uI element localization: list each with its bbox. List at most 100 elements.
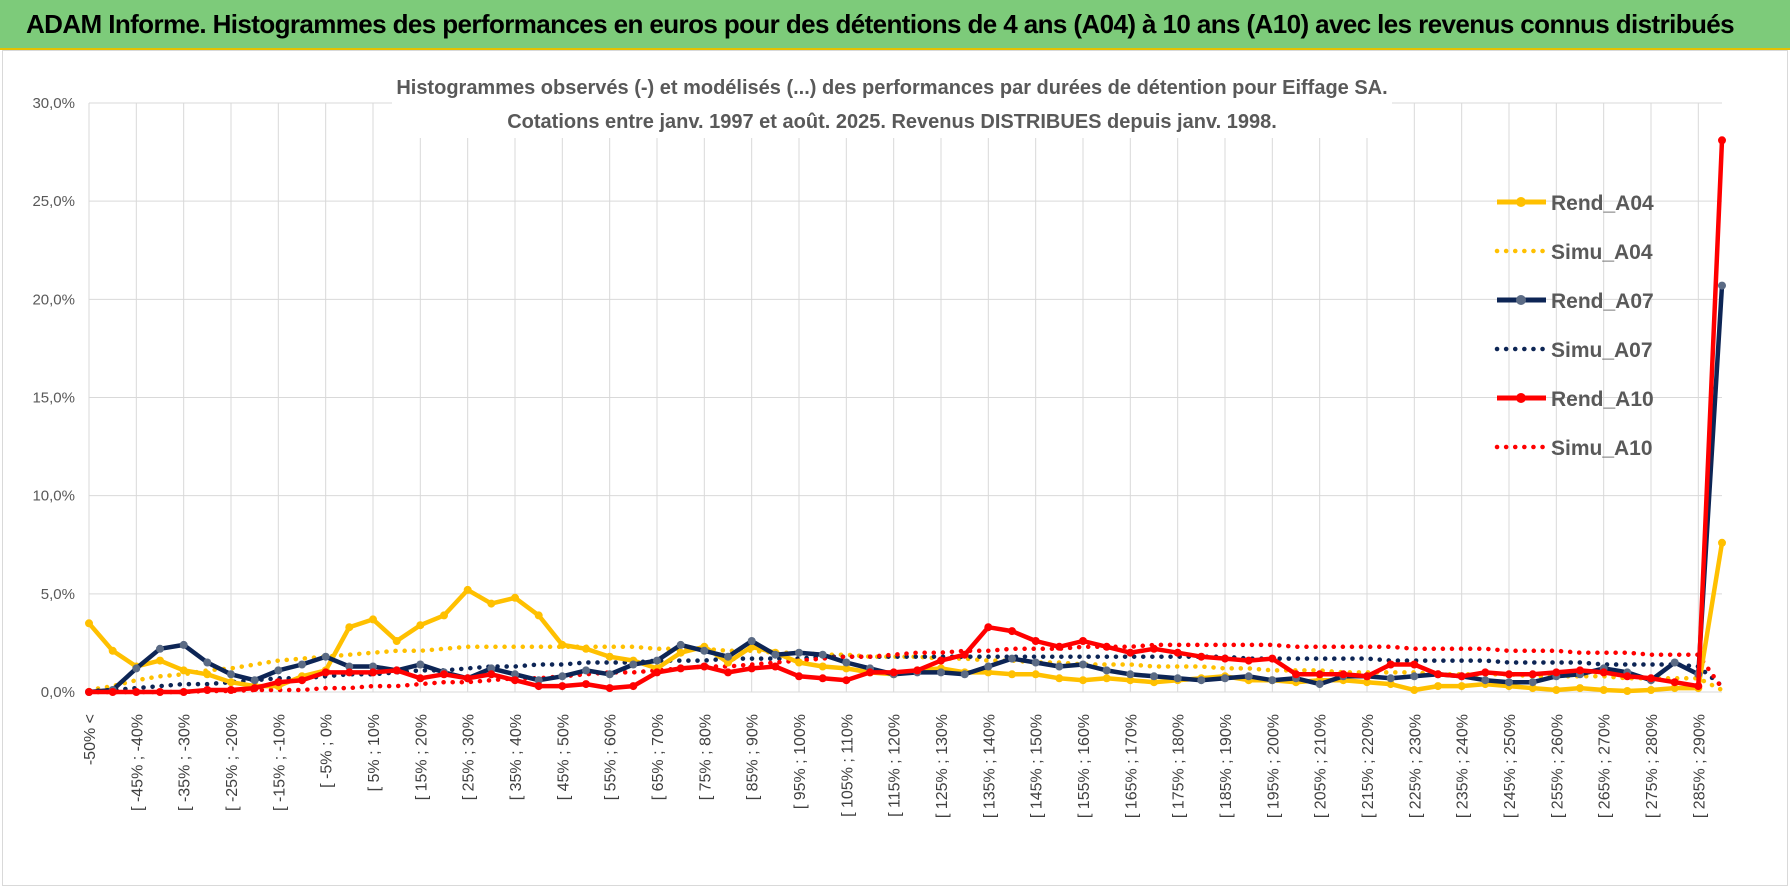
x-tick-label: [ 245% ; 250% (1502, 714, 1519, 818)
data-point-rend-a07 (937, 668, 945, 677)
chart-title: Histogrammes observés (-) et modélisés (… (396, 77, 1387, 99)
data-point-rend-a10 (1505, 670, 1513, 679)
data-point-rend-a10 (605, 684, 614, 693)
data-point-rend-a04 (416, 621, 425, 630)
data-point-rend-a10 (960, 650, 969, 659)
data-point-rend-a10 (156, 688, 164, 696)
data-point-rend-a07 (203, 658, 212, 667)
x-tick-label: [ 55% ; 60% (603, 714, 620, 800)
data-point-rend-a07 (629, 660, 638, 669)
report-title: ADAM Informe. Histogrammes des performan… (26, 9, 1735, 39)
x-tick-label: [ 185% ; 190% (1218, 714, 1235, 818)
data-point-rend-a10 (558, 682, 567, 691)
series-line-rend-a10 (89, 140, 1725, 695)
data-point-rend-a10 (795, 672, 803, 681)
title-backdrop (392, 70, 1392, 138)
data-point-rend-a10 (842, 676, 851, 685)
data-point-rend-a10 (676, 664, 685, 673)
data-point-rend-a10 (1315, 670, 1324, 679)
y-tick-label: 10,0% (32, 488, 75, 505)
data-point-rend-a04 (1102, 674, 1111, 683)
data-point-rend-a07 (558, 672, 567, 681)
data-point-rend-a10 (487, 670, 496, 679)
data-point-rend-a10 (108, 688, 117, 696)
series-line-rend-a07 (88, 285, 1725, 695)
data-point-rend-a04 (369, 615, 377, 624)
x-tick-label: [ 235% ; 240% (1455, 714, 1472, 818)
chart-subtitle: Cotations entre janv. 1997 et août. 2025… (507, 111, 1277, 133)
x-tick-label: [ 145% ; 150% (1029, 714, 1046, 818)
x-tick-label: [ -15% ; -10% (271, 714, 288, 811)
report-banner: ADAM Informe. Histogrammes des performan… (0, 0, 1790, 50)
legend-label-simu-a07: Simu_A07 (1551, 339, 1653, 362)
data-point-rend-a04 (179, 666, 188, 675)
data-point-rend-a04 (1552, 686, 1561, 694)
data-point-rend-a04 (1434, 682, 1442, 691)
data-point-rend-a07 (1528, 678, 1537, 687)
data-point-rend-a04 (392, 637, 401, 645)
data-point-rend-a07 (1718, 281, 1726, 290)
y-tick-label: 15,0% (32, 390, 75, 407)
data-point-rend-a10 (1410, 660, 1419, 669)
data-point-rend-a07 (511, 670, 519, 679)
data-point-rend-a10 (937, 656, 945, 665)
data-point-rend-a07 (1055, 662, 1064, 671)
data-point-rend-a10 (1670, 678, 1679, 687)
x-tick-label: [ 175% ; 180% (1171, 714, 1188, 818)
data-point-rend-a10 (747, 664, 756, 673)
x-tick-label: [ 85% ; 90% (745, 714, 762, 800)
x-tick-label: [ 65% ; 70% (650, 714, 667, 800)
data-point-rend-a10 (416, 674, 425, 683)
x-tick-label: [ 205% ; 210% (1313, 714, 1330, 818)
data-point-rend-a07 (984, 662, 993, 671)
data-point-rend-a10 (1363, 672, 1371, 681)
data-point-rend-a04 (1623, 687, 1632, 695)
data-point-rend-a10 (1079, 637, 1087, 645)
data-point-rend-a07 (1102, 666, 1111, 675)
legend-label-rend-a10: Rend_A10 (1551, 388, 1654, 411)
data-point-rend-a07 (653, 656, 661, 665)
data-point-rend-a07 (771, 650, 780, 659)
data-point-rend-a04 (984, 668, 993, 677)
data-point-rend-a10 (534, 682, 543, 691)
data-point-rend-a10 (274, 678, 283, 687)
data-point-rend-a10 (913, 666, 922, 675)
data-point-rend-a04 (582, 644, 590, 653)
data-point-rend-a07 (676, 640, 685, 649)
data-point-rend-a04 (1576, 684, 1584, 693)
data-point-rend-a07 (345, 662, 354, 671)
data-point-rend-a10 (1102, 642, 1111, 651)
data-point-rend-a10 (1481, 668, 1490, 677)
data-point-rend-a10 (1197, 652, 1206, 661)
data-point-rend-a07 (842, 658, 851, 667)
data-point-rend-a04 (463, 585, 472, 594)
data-point-rend-a07 (250, 676, 259, 685)
data-point-rend-a07 (369, 662, 377, 671)
data-point-rend-a07 (1197, 676, 1206, 685)
data-point-rend-a10 (132, 688, 141, 696)
data-point-rend-a07 (960, 670, 969, 679)
data-point-rend-a10 (1244, 656, 1253, 665)
x-tick-label: [ 135% ; 140% (981, 714, 998, 818)
data-point-rend-a10 (1552, 668, 1561, 677)
y-axis-ticks: 0,0% 5,0% 10,0% 15,0% 20,0% 25,0% 30,0% (32, 95, 75, 701)
legend-label-rend-a07: Rend_A07 (1551, 290, 1654, 313)
data-point-rend-a07 (1221, 674, 1229, 683)
data-point-rend-a04 (1386, 680, 1395, 689)
x-tick-label: [ 195% ; 200% (1265, 714, 1282, 818)
data-point-rend-a07 (227, 670, 235, 679)
data-point-rend-a04 (1008, 670, 1016, 679)
series-line-simu-a10 (86, 642, 1725, 695)
legend-marker-rend-a10 (1516, 393, 1526, 403)
data-point-rend-a04 (108, 646, 117, 655)
data-point-rend-a07 (156, 644, 164, 653)
x-tick-label: [ 125% ; 130% (934, 714, 951, 818)
legend-label-simu-a04: Simu_A04 (1551, 241, 1653, 264)
data-point-rend-a07 (1008, 654, 1016, 663)
data-point-rend-a04 (842, 664, 851, 673)
x-tick-label: [ 265% ; 270% (1597, 714, 1614, 818)
y-tick-label: 0,0% (41, 684, 75, 701)
data-point-rend-a10 (984, 623, 993, 632)
x-tick-label: [ 225% ; 230% (1407, 714, 1424, 818)
y-tick-label: 5,0% (41, 586, 75, 603)
